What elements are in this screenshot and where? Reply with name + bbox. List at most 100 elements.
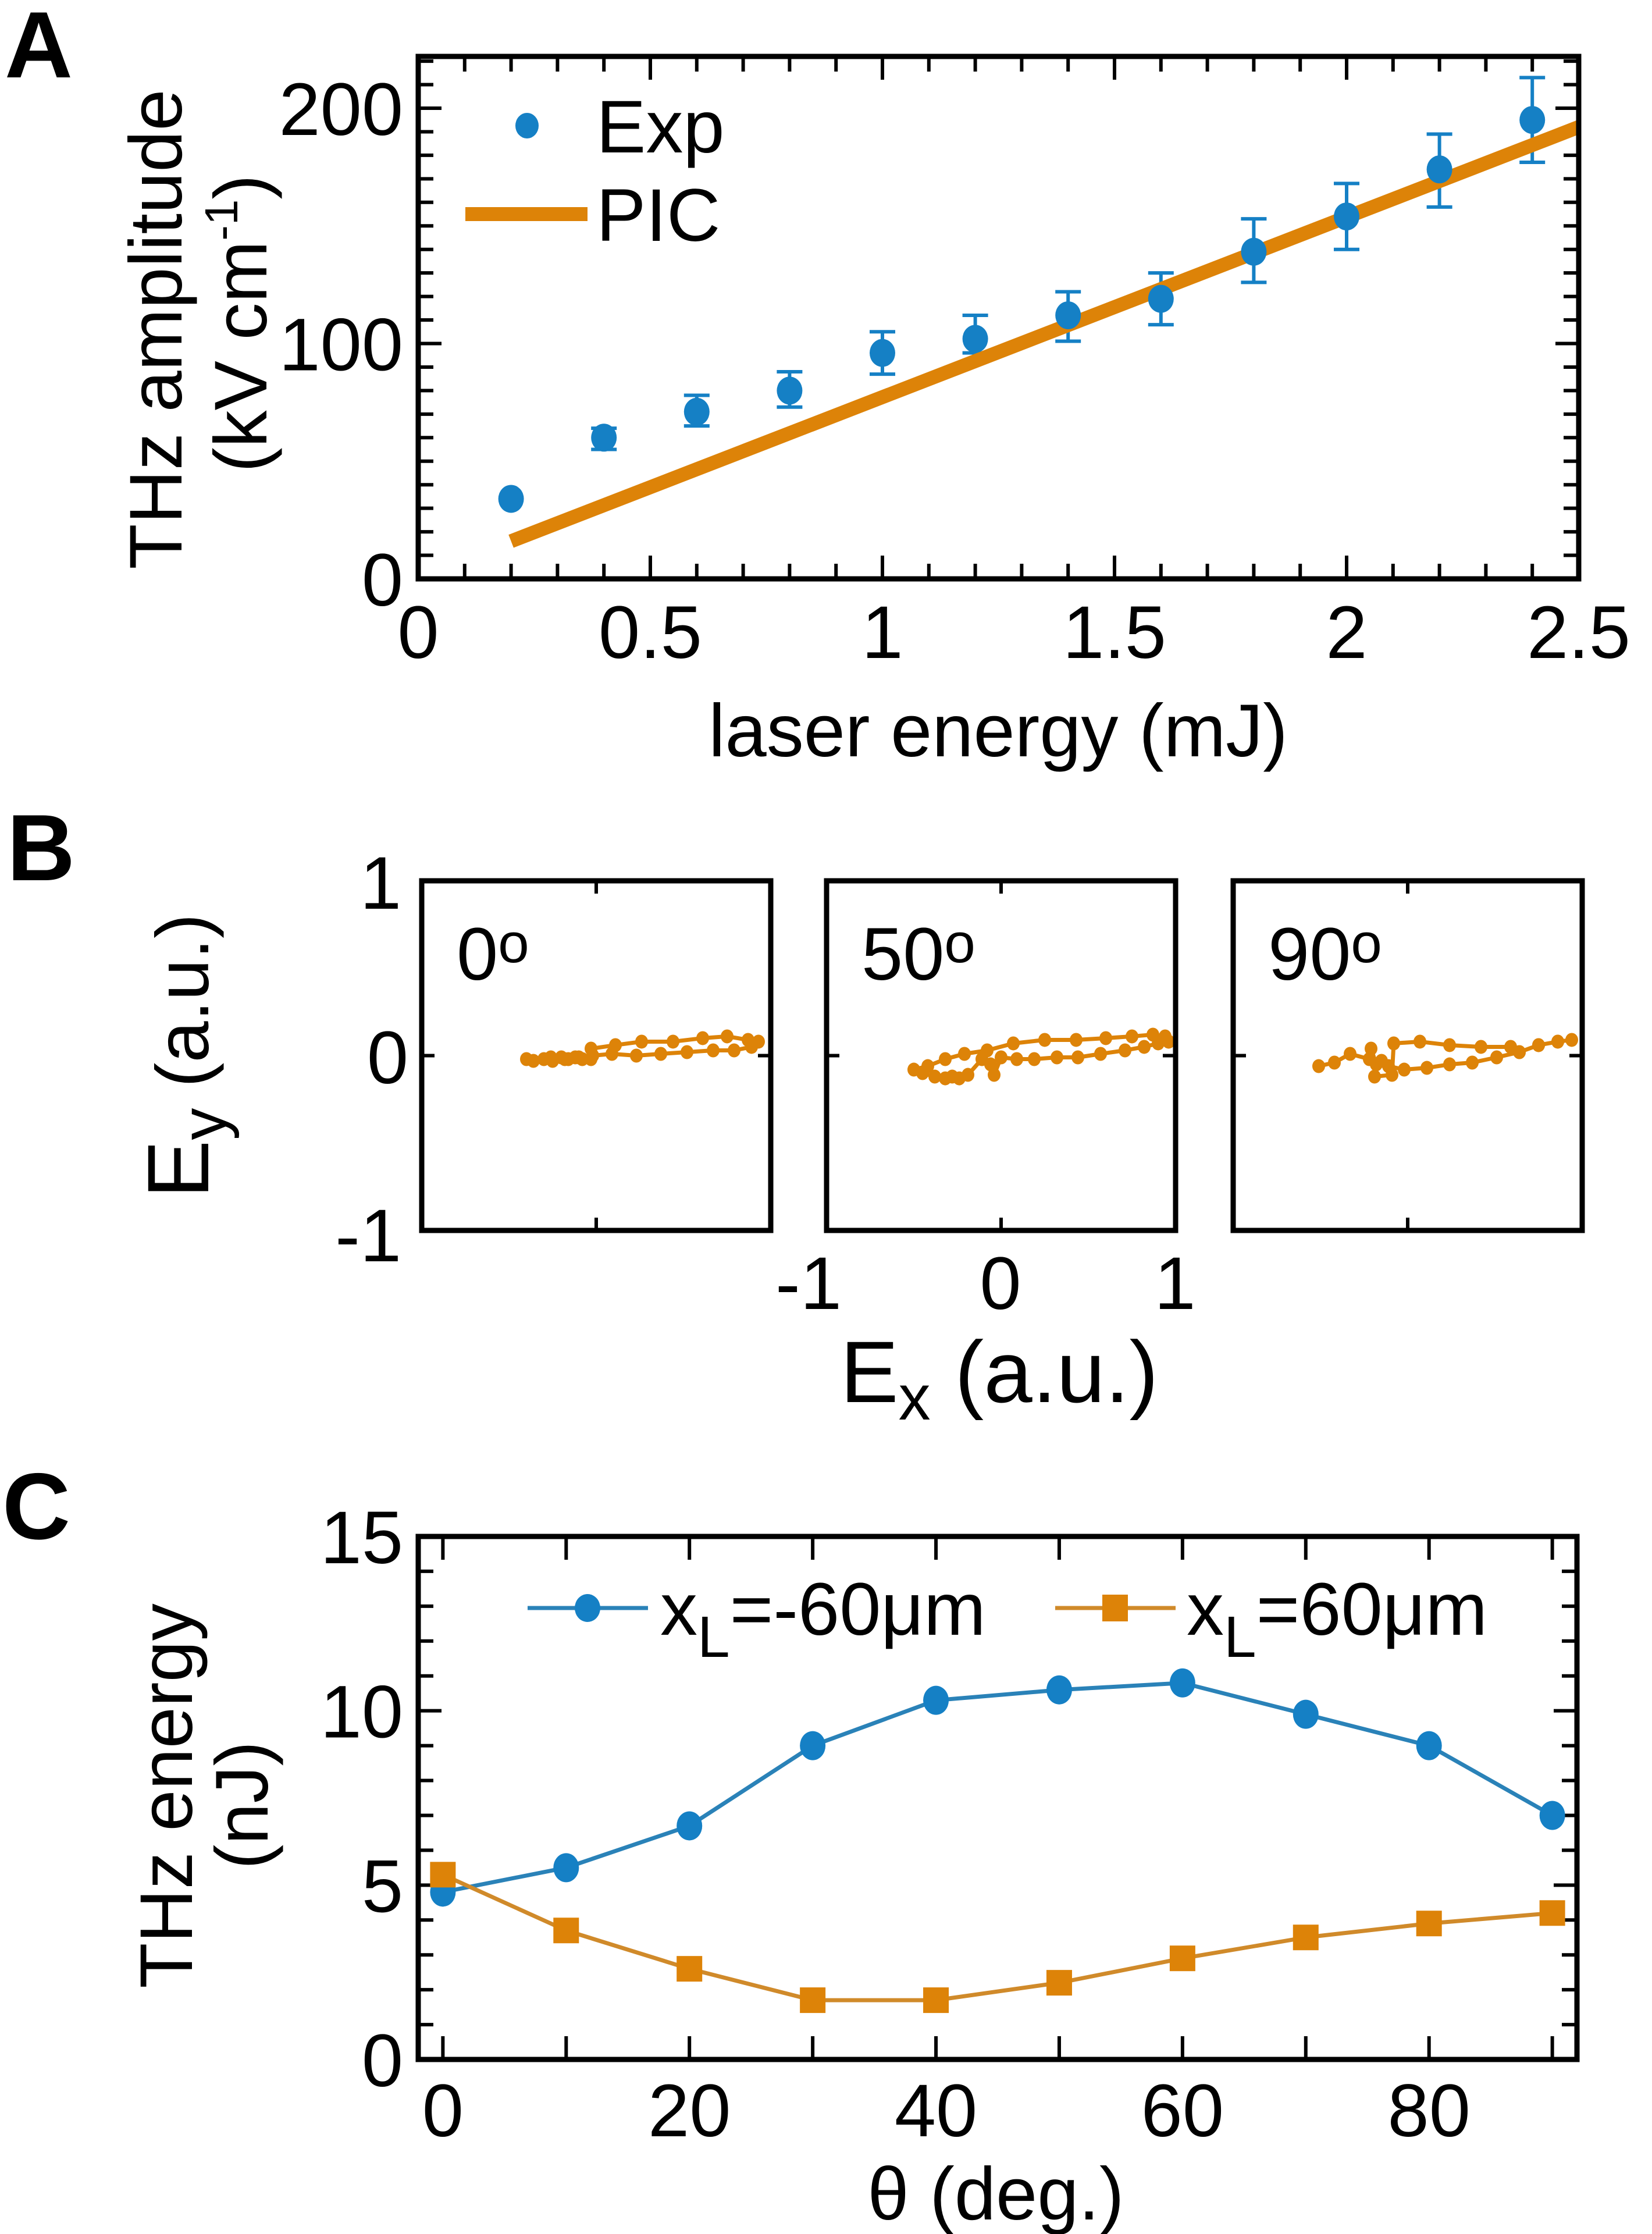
trajectory-point	[1070, 1033, 1083, 1047]
trajectory-point	[1443, 1038, 1456, 1052]
angle-label: 0o	[457, 912, 529, 996]
trajectory-point	[635, 1034, 648, 1049]
legend-xl-neg60-marker	[575, 1594, 600, 1622]
ylabel-unit: (kV cm	[200, 241, 283, 472]
angle-value: 50	[861, 913, 944, 996]
angle-value: 90	[1268, 913, 1351, 996]
data-point-circle	[1046, 1675, 1072, 1705]
trajectory-point	[916, 1066, 929, 1080]
pic-line	[508, 120, 1582, 548]
angle-label: 90o	[1268, 912, 1382, 996]
x-tick-label: 60	[1141, 2069, 1224, 2153]
legend-exp-marker	[515, 113, 539, 138]
x-tick-label: 80	[1388, 2069, 1471, 2153]
trajectory-point	[1565, 1033, 1578, 1047]
panel-b-ylabel: Ey (a.u.)	[129, 913, 240, 1198]
trajectory-point	[544, 1050, 557, 1065]
panel-a-tick-labels: 0 0.5 1 1.5 2 2.5 0 100 200	[279, 68, 1630, 674]
trajectory-point	[939, 1052, 952, 1066]
panel-c-series	[430, 1668, 1565, 2014]
ylabel-subscript-y: y	[168, 1108, 240, 1140]
trajectory-point	[728, 1043, 740, 1058]
panel-a-ylabel-line2: (kV cm-1)	[195, 175, 283, 472]
legend-pic-label: PIC	[596, 174, 720, 257]
trajectory-point	[928, 1069, 941, 1084]
panel-c-tick-labels: 0 20 40 60 80 0 5 10 15	[321, 1496, 1471, 2153]
legend-xl-neg60-subscript: L	[697, 1605, 730, 1670]
legend-xl-60-marker	[1102, 1595, 1128, 1621]
exp-data-point	[591, 424, 617, 452]
trajectory-point	[1551, 1034, 1564, 1049]
xlabel-e: E	[841, 1323, 899, 1421]
y-tick-label: 10	[321, 1671, 403, 1754]
data-point-square	[923, 1987, 949, 2014]
panel-b-ytick-label-zero: 0	[367, 1016, 408, 1100]
panel-b: 0o 50o 90o 1 0 -1 -1 0 1 Ey (a.u.) Ex (a.u…	[129, 842, 1585, 1433]
panel-letter-c: C	[2, 1454, 70, 1559]
trajectory-point	[630, 1048, 643, 1063]
series-xl-60	[430, 1862, 1565, 2014]
trajectory-point	[572, 1050, 585, 1065]
panel-c-ylabel-line1: THz energy	[125, 1603, 208, 1988]
legend-xl-60-value: =60μm	[1256, 1568, 1488, 1651]
data-point-circle	[800, 1731, 826, 1760]
data-point-circle	[923, 1685, 949, 1715]
angle-label: 50o	[861, 912, 975, 996]
data-point-circle	[1169, 1668, 1195, 1698]
trajectory-point	[1365, 1041, 1377, 1056]
trajectory-point	[1119, 1043, 1131, 1058]
panel-a-legend: Exp PIC	[465, 86, 725, 257]
y-tick-label: 100	[279, 303, 403, 386]
trajectory-point	[988, 1068, 1001, 1082]
exp-data-point	[1241, 237, 1267, 266]
exp-data-point	[683, 397, 710, 426]
exp-data-point	[1334, 202, 1359, 231]
trajectory-point	[667, 1034, 679, 1049]
panel-c-frame	[415, 1534, 1580, 2062]
trajectory-point	[1138, 1040, 1151, 1054]
ylabel-e: E	[129, 1140, 227, 1198]
polarization-subplot-0: 0o	[419, 878, 774, 1233]
trajectory-point	[1010, 1052, 1023, 1066]
data-point-circle	[677, 1811, 703, 1841]
trajectory-point	[1152, 1036, 1165, 1051]
trajectory-point	[1398, 1062, 1411, 1077]
trajectory-point	[1007, 1036, 1020, 1051]
polarization-subplot-90: 90o	[1230, 878, 1585, 1233]
panel-a-ticks	[416, 56, 1580, 581]
data-point-circle	[553, 1853, 579, 1883]
panel-b-subplots: 0o 50o 90o	[419, 878, 1585, 1233]
panel-b-ytick-label-top: 1	[360, 842, 401, 925]
x-tick-label: 40	[895, 2069, 977, 2153]
panel-b-xtick-label-neg1: -1	[775, 1242, 842, 1325]
x-tick-label: 1	[861, 591, 903, 674]
x-tick-label: 2.5	[1527, 591, 1630, 674]
trajectory-point	[745, 1040, 758, 1054]
trajectory-point	[1099, 1031, 1112, 1045]
trajectory-point	[721, 1029, 734, 1044]
trajectory-point	[1162, 1034, 1175, 1049]
angle-value: 0	[457, 913, 498, 996]
data-point-square	[553, 1918, 579, 1944]
trajectory-point	[1094, 1047, 1107, 1061]
data-point-square	[677, 1956, 703, 1982]
panel-a-errorbars	[591, 76, 1546, 451]
trajectory-point	[1475, 1040, 1487, 1054]
trajectory-point	[1038, 1033, 1051, 1047]
x-tick-label: 20	[648, 2069, 731, 2153]
x-tick-label: 1.5	[1063, 591, 1166, 674]
panel-b-xtick-label-0: 0	[980, 1242, 1021, 1325]
polarization-subplot-50: 50o	[824, 878, 1179, 1233]
series-xl-neg60	[430, 1668, 1565, 1907]
legend-xl-60-subscript: L	[1224, 1605, 1256, 1670]
data-point-square	[1293, 1924, 1319, 1951]
trajectory-point	[1532, 1038, 1545, 1052]
panel-a-pic-series	[508, 120, 1582, 548]
data-point-square	[800, 1987, 826, 2014]
degree-mark: o	[944, 912, 975, 974]
trajectory-point	[1028, 1052, 1041, 1066]
panel-letter-b: B	[7, 795, 75, 901]
panel-a-ylabel-line1: THz amplitude	[115, 89, 198, 569]
trajectory-point	[984, 1057, 997, 1072]
